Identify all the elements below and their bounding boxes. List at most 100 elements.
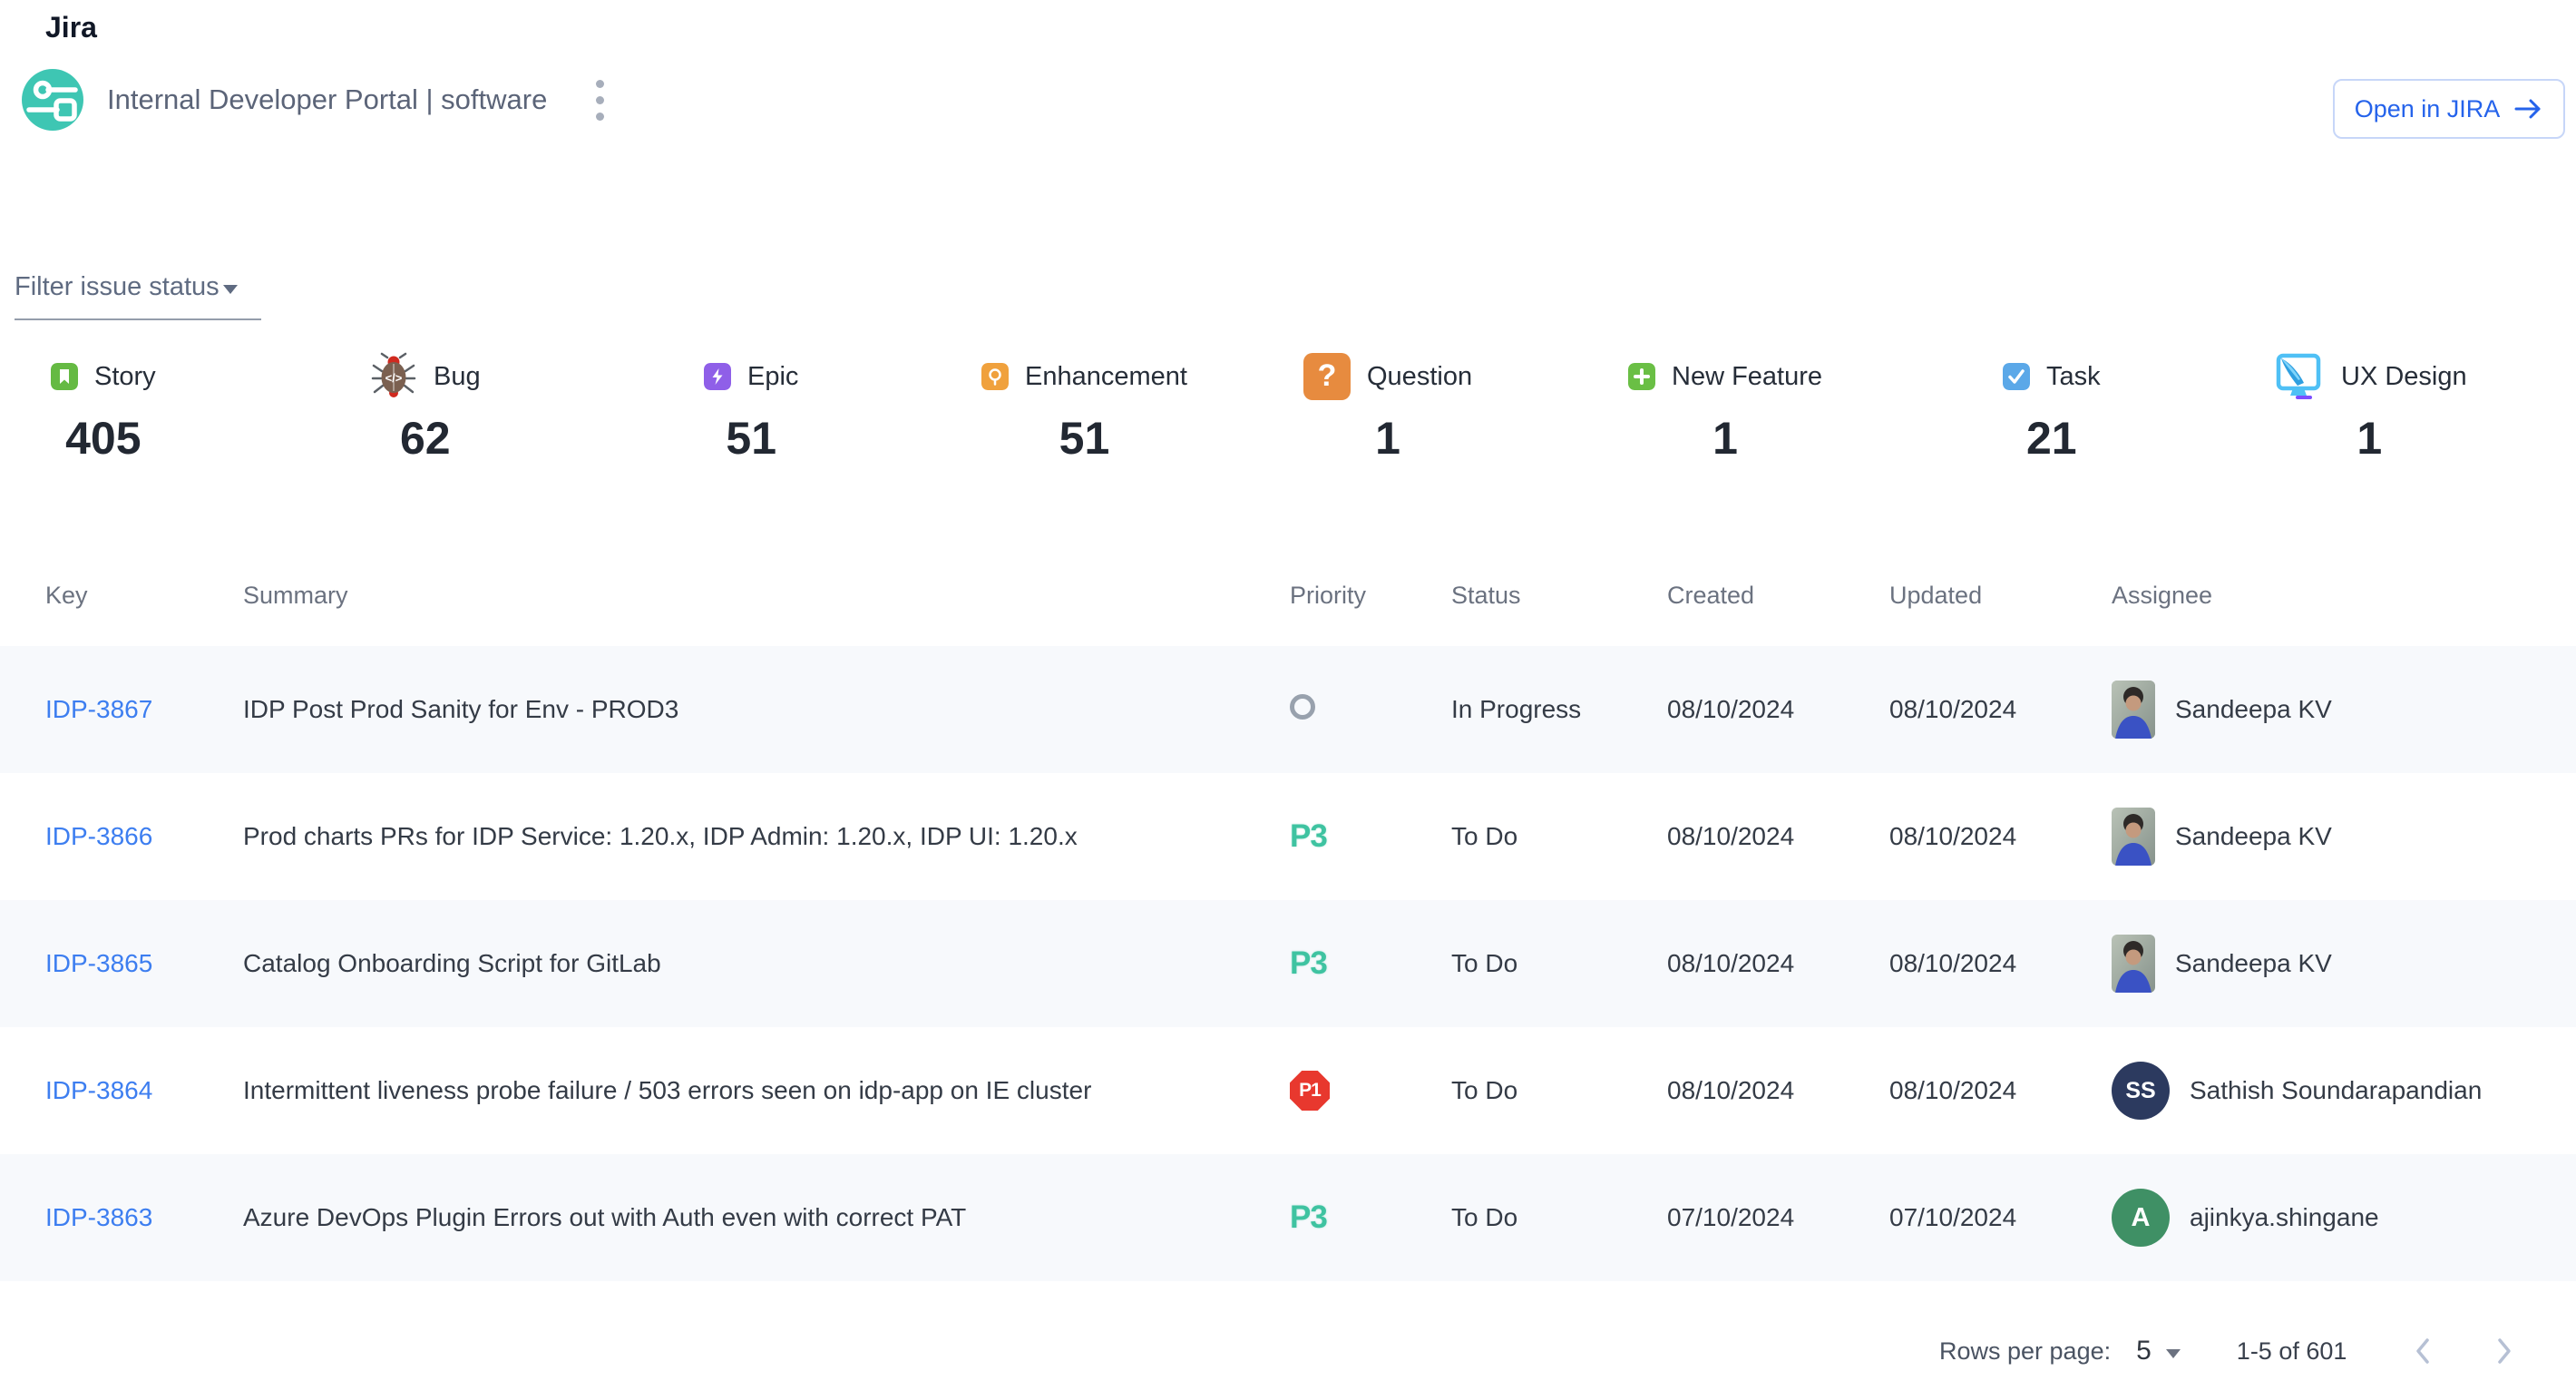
next-page-button[interactable] <box>2486 1331 2522 1371</box>
avatar: A <box>2112 1189 2170 1247</box>
counter-label: Epic <box>747 361 799 391</box>
svg-text:?: ? <box>1318 358 1337 393</box>
counter-enhancement[interactable]: Enhancement 51 <box>981 348 1187 461</box>
counter-label: Bug <box>434 361 481 391</box>
issue-status: To Do <box>1451 822 1518 850</box>
counter-epic[interactable]: Epic 51 <box>704 348 798 461</box>
table-row: IDP-3863 Azure DevOps Plugin Errors out … <box>0 1154 2576 1281</box>
page-title: Jira <box>45 11 97 44</box>
table-row: IDP-3864 Intermittent liveness probe fai… <box>0 1027 2576 1154</box>
issue-created-date: 08/10/2024 <box>1667 1076 1795 1104</box>
open-in-jira-label: Open in JIRA <box>2354 94 2501 122</box>
counter-new-feature[interactable]: New Feature 1 <box>1628 348 1822 461</box>
rows-per-page-value: 5 <box>2136 1336 2152 1366</box>
issue-updated-date: 07/10/2024 <box>1889 1203 2017 1231</box>
counter-count: 1 <box>2356 413 2383 464</box>
rows-per-page-label: Rows per page: <box>1939 1337 2112 1365</box>
priority-p3-icon: P3 <box>1290 818 1328 854</box>
counter-ux-design[interactable]: UX Design 1 <box>2272 348 2467 461</box>
epic-icon <box>704 363 731 390</box>
svg-text:</>: </> <box>385 371 403 385</box>
issue-created-date: 08/10/2024 <box>1667 695 1795 723</box>
issue-key-link[interactable]: IDP-3867 <box>45 695 153 723</box>
issue-type-counters: Story 405 </> Bug 62 <box>0 348 2576 503</box>
assignee-name: Sandeepa KV <box>2175 695 2332 723</box>
task-icon <box>2003 363 2030 390</box>
issue-key-link[interactable]: IDP-3864 <box>45 1076 153 1104</box>
counter-label: Story <box>94 361 156 391</box>
counter-label: Enhancement <box>1025 361 1187 391</box>
issue-status: To Do <box>1451 949 1518 977</box>
counter-count: 51 <box>1059 413 1110 464</box>
counter-label: UX Design <box>2341 361 2467 391</box>
ux-design-icon <box>2276 353 2321 399</box>
filter-label: Filter issue status <box>15 272 220 301</box>
counter-label: Question <box>1367 361 1473 391</box>
open-in-jira-button[interactable]: Open in JIRA <box>2333 79 2565 139</box>
arrow-right-icon <box>2514 99 2541 119</box>
counter-question[interactable]: ? Question 1 <box>1303 348 1472 461</box>
counter-count: 21 <box>2026 413 2077 464</box>
column-header-assignee: Assignee <box>2112 581 2213 609</box>
issue-updated-date: 08/10/2024 <box>1889 949 2017 977</box>
issue-status: To Do <box>1451 1076 1518 1104</box>
more-options-kebab-icon[interactable] <box>590 74 610 126</box>
issue-updated-date: 08/10/2024 <box>1889 695 2017 723</box>
filter-issue-status-dropdown[interactable]: Filter issue status <box>15 272 261 320</box>
assignee-name: Sandeepa KV <box>2175 822 2332 850</box>
priority-none-icon <box>1290 693 1315 720</box>
issue-key-link[interactable]: IDP-3865 <box>45 949 153 977</box>
issue-updated-date: 08/10/2024 <box>1889 822 2017 850</box>
issues-table: Key Summary Priority Status Created Upda… <box>0 544 2576 1281</box>
issue-summary: IDP Post Prod Sanity for Env - PROD3 <box>243 695 679 723</box>
table-row: IDP-3865 Catalog Onboarding Script for G… <box>0 900 2576 1027</box>
counter-count: 62 <box>399 413 451 464</box>
table-header-row: Key Summary Priority Status Created Upda… <box>0 544 2576 646</box>
issue-key-link[interactable]: IDP-3866 <box>45 822 153 850</box>
counter-story[interactable]: Story 405 <box>51 348 156 461</box>
column-header-created: Created <box>1667 581 1755 609</box>
enhancement-icon <box>981 363 1009 390</box>
issue-status: To Do <box>1451 1203 1518 1231</box>
priority-p1-icon: P1 <box>1290 1071 1330 1111</box>
chevron-left-icon <box>2416 1338 2430 1364</box>
counter-label: New Feature <box>1672 361 1823 391</box>
issue-summary: Azure DevOps Plugin Errors out with Auth… <box>243 1203 967 1231</box>
counter-label: Task <box>2046 361 2101 391</box>
column-header-key: Key <box>45 581 88 609</box>
priority-p3-icon: P3 <box>1290 945 1328 981</box>
assignee-name: Sathish Soundarapandian <box>2190 1076 2483 1104</box>
portal-logo-icon <box>22 69 83 131</box>
issue-created-date: 08/10/2024 <box>1667 822 1795 850</box>
counter-bug[interactable]: </> Bug 62 <box>370 348 481 461</box>
column-header-updated: Updated <box>1889 581 1983 609</box>
issue-key-link[interactable]: IDP-3863 <box>45 1203 153 1231</box>
table-row: IDP-3867 IDP Post Prod Sanity for Env - … <box>0 646 2576 773</box>
chevron-down-icon <box>2165 1349 2181 1358</box>
counter-count: 405 <box>65 413 141 464</box>
pagination-range: 1-5 of 601 <box>2236 1337 2347 1365</box>
column-header-status: Status <box>1451 581 1521 609</box>
counter-count: 51 <box>726 413 777 464</box>
issue-summary: Catalog Onboarding Script for GitLab <box>243 949 661 977</box>
counter-task[interactable]: Task 21 <box>2003 348 2101 461</box>
priority-p3-icon: P3 <box>1290 1200 1328 1235</box>
issue-created-date: 08/10/2024 <box>1667 949 1795 977</box>
pagination-bar: Rows per page: 5 1-5 of 601 <box>1939 1321 2522 1381</box>
counter-count: 1 <box>1712 413 1738 464</box>
new-feature-icon <box>1628 363 1655 390</box>
table-row: IDP-3866 Prod charts PRs for IDP Service… <box>0 773 2576 900</box>
rows-per-page-select[interactable]: 5 <box>2136 1336 2181 1366</box>
previous-page-button[interactable] <box>2405 1331 2441 1371</box>
chevron-down-icon <box>222 284 238 294</box>
portal-name: Internal Developer Portal | software <box>107 83 548 115</box>
counter-count: 1 <box>1375 413 1400 464</box>
assignee-name: Sandeepa KV <box>2175 949 2332 977</box>
issue-status: In Progress <box>1451 695 1582 723</box>
issue-summary: Intermittent liveness probe failure / 50… <box>243 1076 1092 1104</box>
avatar: SS <box>2112 1062 2170 1120</box>
avatar <box>2112 808 2155 866</box>
portal-header: Internal Developer Portal | software <box>22 69 610 131</box>
story-icon <box>51 363 78 390</box>
